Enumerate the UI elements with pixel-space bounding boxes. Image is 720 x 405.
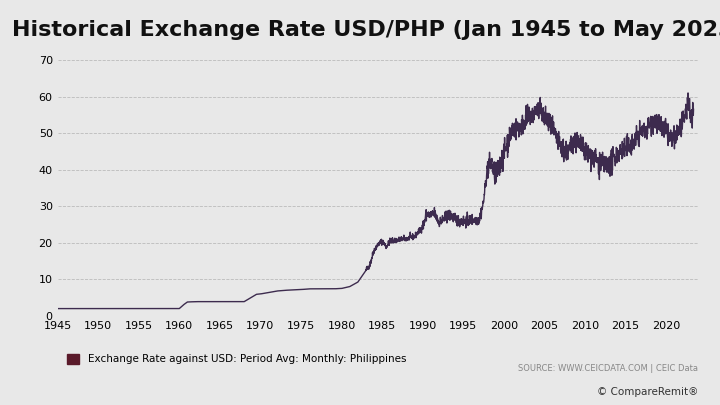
Text: © CompareRemit®: © CompareRemit® [597, 387, 698, 397]
Title: Historical Exchange Rate USD/PHP (Jan 1945 to May 2023): Historical Exchange Rate USD/PHP (Jan 19… [12, 20, 720, 40]
Legend: Exchange Rate against USD: Period Avg: Monthly: Philippines: Exchange Rate against USD: Period Avg: M… [63, 350, 410, 369]
Text: SOURCE: WWW.CEICDATA.COM | CEIC Data: SOURCE: WWW.CEICDATA.COM | CEIC Data [518, 364, 698, 373]
